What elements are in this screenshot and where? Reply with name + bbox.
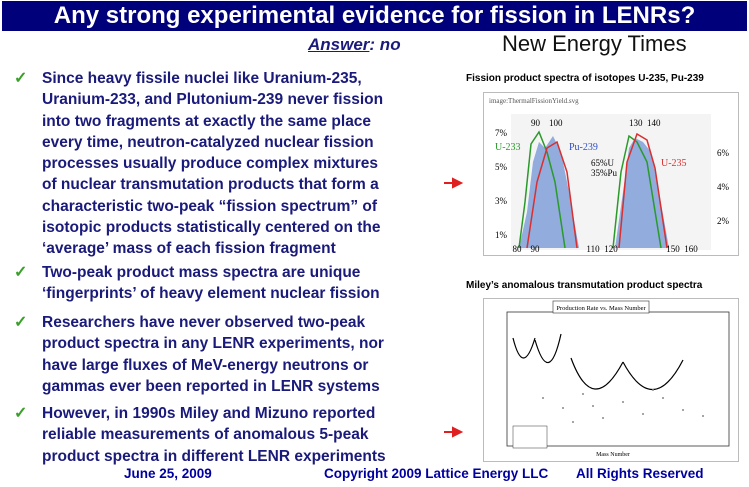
- tick-label: 6%: [717, 148, 730, 158]
- bullet-line: product spectra in any LENR experiments,…: [42, 335, 384, 353]
- bullet-line: reliable measurements of anomalous 5-pea…: [42, 426, 369, 444]
- tick-label: 110: [586, 244, 600, 254]
- image-title: Production Rate vs. Mass Number: [556, 305, 646, 312]
- bullet-line: Two-peak product mass spectra are unique: [42, 264, 361, 281]
- image-title: image:ThermalFissionYield.svg: [489, 97, 579, 105]
- bullet-line: into two fragments at exactly the same p…: [42, 112, 372, 130]
- tick-label: 2%: [717, 216, 730, 226]
- fission-figure: image:ThermalFissionYield.svg 90 100 130…: [483, 92, 739, 256]
- curve: [526, 140, 578, 249]
- tick-label: 7%: [495, 128, 508, 138]
- bullet: However, in 1990s Miley and Mizuno repor…: [42, 403, 386, 467]
- answer-label: Answer: [308, 35, 370, 54]
- bullet-line: Researchers have never observed two-peak: [42, 314, 366, 331]
- bullet: Researchers have never observed two-peak…: [42, 312, 384, 397]
- footer-date: June 25, 2009: [124, 466, 212, 481]
- bullet-line: Uranium-233, and Plutonium-239 never fis…: [42, 91, 384, 109]
- arrow: [444, 177, 464, 189]
- check-icon: ✓: [14, 70, 28, 87]
- peak: [519, 136, 579, 248]
- bullet-line: isotopic products statistically centered…: [42, 219, 381, 237]
- tick-label: 5%: [495, 162, 508, 172]
- tick-label: 3%: [495, 196, 508, 206]
- bullet-line: have large fluxes of MeV-energy neutrons…: [42, 356, 369, 374]
- arrow: [444, 426, 464, 438]
- bullet-line: gammas ever been reported in LENR system…: [42, 377, 380, 395]
- tick-label: 120: [604, 244, 618, 254]
- bullet: Since heavy fissile nuclei like Uranium-…: [42, 68, 383, 260]
- bullet-line: Since heavy fissile nuclei like Uranium-…: [42, 70, 362, 87]
- check-icon: ✓: [14, 405, 28, 422]
- label: 35%Pu: [591, 168, 618, 178]
- tick-label: 80: [513, 244, 523, 254]
- label: Pu-239: [569, 142, 598, 153]
- tick-label: 4%: [717, 182, 730, 192]
- tick-label: 150: [666, 244, 680, 254]
- bullet-line: of nuclear transmutation products that f…: [42, 176, 379, 194]
- tick-label: 160: [684, 244, 698, 254]
- x-axis-label: Mass Number: [596, 452, 630, 458]
- check-icon: ✓: [14, 314, 28, 331]
- bullet-line: characteristic two-peak “fission spectru…: [42, 197, 378, 215]
- title: Any strong experimental evidence for fis…: [2, 1, 747, 31]
- logo: New Energy Times: [502, 31, 687, 56]
- answer: Answer: no: [308, 35, 401, 55]
- curve: [518, 130, 566, 249]
- figure-caption: Fission product spectra of isotopes U-23…: [466, 73, 704, 84]
- tick-label: 90: [531, 244, 541, 254]
- label: 65%U: [591, 158, 614, 168]
- bullet-line: processes usually produce complex mixtur…: [42, 155, 378, 173]
- tick-label: 1%: [495, 230, 508, 240]
- peak: [615, 138, 669, 248]
- footer-rights: All Rights Reserved: [576, 466, 704, 481]
- label: 100: [549, 118, 563, 128]
- footer-copyright: Copyright 2009 Lattice Energy LLC: [324, 466, 549, 481]
- curve: [618, 132, 668, 249]
- figure-caption: Miley’s anomalous transmutation product …: [466, 280, 703, 291]
- bullet-line: ‘average’ mass of each fission fragment: [42, 240, 336, 258]
- bullet-line: However, in 1990s Miley and Mizuno repor…: [42, 405, 376, 422]
- title-box: [552, 300, 650, 314]
- answer-text: : no: [369, 35, 401, 54]
- label: 130: [629, 118, 643, 128]
- bullet: Two-peak product mass spectra are unique…: [42, 262, 380, 305]
- legend-box: [512, 425, 548, 449]
- miley-figure: Production Rate vs. Mass Number Mass Num…: [483, 298, 739, 462]
- bullet-line: every time, neutron-catalyzed nuclear fi…: [42, 133, 374, 151]
- label: 90: [531, 118, 541, 128]
- curve: [612, 134, 662, 249]
- tick-group: 7% 5% 3% 1% 6% 4% 2% 80 90 110 120 150 160: [495, 128, 730, 254]
- label: U-235: [661, 158, 687, 169]
- label: 140: [647, 118, 661, 128]
- label: U-233: [495, 142, 521, 153]
- bullet-line: product spectra in different LENR experi…: [42, 447, 386, 465]
- scatter-points: [542, 389, 704, 423]
- bullet-line: ‘fingerprints’ of heavy element nuclear …: [42, 285, 380, 303]
- check-icon: ✓: [14, 264, 28, 281]
- arc: [512, 333, 684, 390]
